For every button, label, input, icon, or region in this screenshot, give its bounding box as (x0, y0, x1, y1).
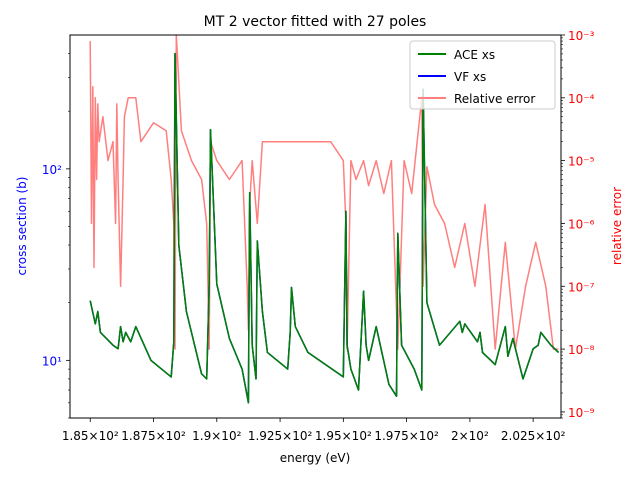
right-y-tick-label: 10⁻⁶ (568, 217, 595, 231)
right-y-tick-label: 10⁻³ (568, 29, 595, 43)
x-tick-label: 1.9×10² (192, 429, 241, 443)
ace-xs-line (89, 52, 560, 404)
x-tick-label: 2×10² (451, 429, 489, 443)
right-y-tick-label: 10⁻⁹ (568, 406, 595, 420)
legend-label: VF xs (454, 70, 486, 84)
left-y-axis: 10¹ 10² (42, 53, 70, 419)
x-axis-label: energy (eV) (280, 451, 351, 465)
legend-label: ACE xs (454, 48, 495, 62)
left-y-axis-label: cross section (b) (15, 177, 29, 276)
x-tick-label: 1.85×10² (62, 429, 119, 443)
x-axis: 1.85×10² 1.875×10² 1.9×10² 1.925×10² 1.95×10… (62, 418, 566, 443)
chart-title: MT 2 vector fitted with 27 poles (204, 14, 427, 30)
x-tick-label: 1.875×10² (121, 429, 186, 443)
left-y-tick-label: 10¹ (42, 354, 62, 368)
legend-label: Relative error (454, 92, 535, 106)
right-y-tick-label: 10⁻⁷ (568, 280, 595, 294)
right-y-axis-label: relative error (610, 187, 624, 265)
ace-xs-series (89, 52, 560, 404)
right-y-tick-label: 10⁻⁵ (568, 155, 595, 169)
x-tick-label: 2.025×10² (501, 429, 566, 443)
right-y-axis: 10⁻⁹ 10⁻⁸ 10⁻⁷ 10⁻⁶ 10⁻⁵ 10⁻⁴ 10⁻³ (561, 29, 595, 420)
x-tick-label: 1.975×10² (374, 429, 439, 443)
legend: ACE xs VF xs Relative error (409, 40, 556, 110)
right-y-tick-label: 10⁻⁸ (568, 343, 595, 357)
right-y-tick-label: 10⁻⁴ (568, 92, 595, 106)
left-y-tick-label: 10² (42, 163, 62, 177)
x-tick-label: 1.95×10² (315, 429, 372, 443)
legend-box (409, 40, 556, 110)
x-tick-label: 1.925×10² (248, 429, 313, 443)
